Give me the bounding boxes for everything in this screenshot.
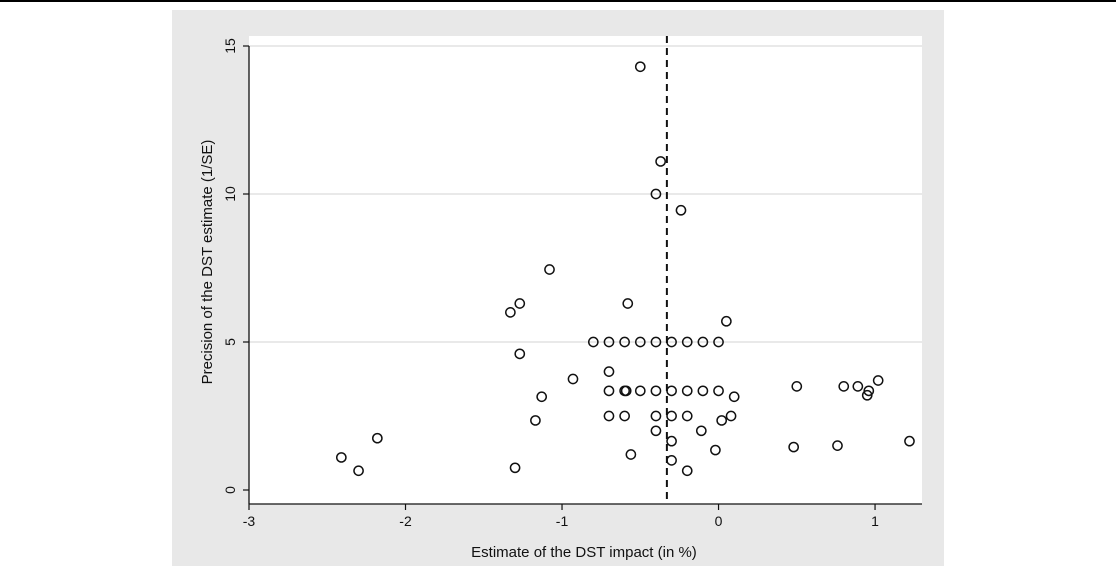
data-point-3 xyxy=(675,204,687,216)
data-point-8 xyxy=(721,315,732,327)
top-rule xyxy=(0,0,1116,2)
data-point-53 xyxy=(710,444,721,456)
y-tick-label-0: 0 xyxy=(222,486,238,494)
data-point-31 xyxy=(728,391,740,403)
data-point-46 xyxy=(650,425,662,437)
data-point-16 xyxy=(697,336,709,348)
data-point-6 xyxy=(505,307,516,318)
data-point-15 xyxy=(681,336,693,348)
data-point-10 xyxy=(603,336,615,348)
data-point-33 xyxy=(838,381,850,392)
data-point-44 xyxy=(716,415,728,426)
data-point-27 xyxy=(681,385,693,397)
data-point-34 xyxy=(852,381,864,392)
data-point-2 xyxy=(650,188,662,200)
grid-layer xyxy=(249,45,922,343)
data-point-20 xyxy=(567,373,579,385)
data-point-0 xyxy=(634,61,646,73)
data-point-32 xyxy=(791,381,803,392)
data-point-21 xyxy=(603,385,615,397)
data-point-14 xyxy=(666,336,677,348)
y-tick-label-10: 10 xyxy=(222,186,238,202)
data-point-26 xyxy=(666,385,677,397)
data-point-25 xyxy=(650,385,662,397)
x-tick-label-1: 1 xyxy=(871,513,879,529)
data-point-39 xyxy=(619,410,630,422)
data-point-43 xyxy=(725,410,737,422)
data-point-23 xyxy=(620,385,632,397)
data-point-45 xyxy=(530,415,541,426)
points-layer xyxy=(335,61,915,477)
data-point-17 xyxy=(713,336,724,348)
data-point-56 xyxy=(666,455,677,466)
x-tick-label--2: -2 xyxy=(399,513,412,529)
data-point-52 xyxy=(904,435,915,447)
x-tick-label-0: 0 xyxy=(715,513,723,529)
plot-area xyxy=(249,36,922,504)
data-point-42 xyxy=(681,410,693,422)
data-point-18 xyxy=(514,348,526,360)
y-tick-label-15: 15 xyxy=(222,38,238,54)
y-axis-title: Precision of the DST estimate (1/SE) xyxy=(199,140,216,385)
data-point-54 xyxy=(625,449,637,460)
data-point-41 xyxy=(666,410,677,422)
data-point-40 xyxy=(650,410,662,422)
data-point-29 xyxy=(713,385,724,397)
data-point-11 xyxy=(619,336,630,348)
y-tick-label-5: 5 xyxy=(222,338,238,346)
data-point-9 xyxy=(587,336,599,348)
data-point-28 xyxy=(697,385,709,397)
data-point-13 xyxy=(650,336,662,348)
x-tick-label--3: -3 xyxy=(243,513,256,529)
data-point-58 xyxy=(353,465,364,477)
data-point-57 xyxy=(509,462,521,474)
data-point-19 xyxy=(603,366,615,377)
data-point-5 xyxy=(514,298,526,309)
x-tick-label--1: -1 xyxy=(556,513,569,529)
axes-layer xyxy=(248,46,922,505)
data-point-49 xyxy=(666,435,677,447)
data-point-59 xyxy=(681,465,693,477)
x-axis-title: Estimate of the DST impact (in %) xyxy=(471,544,697,561)
data-point-35 xyxy=(863,385,875,397)
data-point-30 xyxy=(536,391,548,403)
data-point-50 xyxy=(788,441,800,453)
data-point-36 xyxy=(872,375,884,386)
data-point-38 xyxy=(603,410,615,422)
data-point-55 xyxy=(335,452,347,463)
data-point-24 xyxy=(634,385,646,397)
data-point-12 xyxy=(634,336,646,348)
data-point-47 xyxy=(695,425,707,437)
data-point-51 xyxy=(832,440,843,451)
data-point-48 xyxy=(371,432,383,444)
data-point-4 xyxy=(544,264,555,275)
data-point-1 xyxy=(655,156,666,167)
data-point-7 xyxy=(622,298,634,309)
data-point-37 xyxy=(861,389,873,401)
ticks-layer: 0 5 10 15 -3 -2 -1 0 1 xyxy=(222,38,879,529)
